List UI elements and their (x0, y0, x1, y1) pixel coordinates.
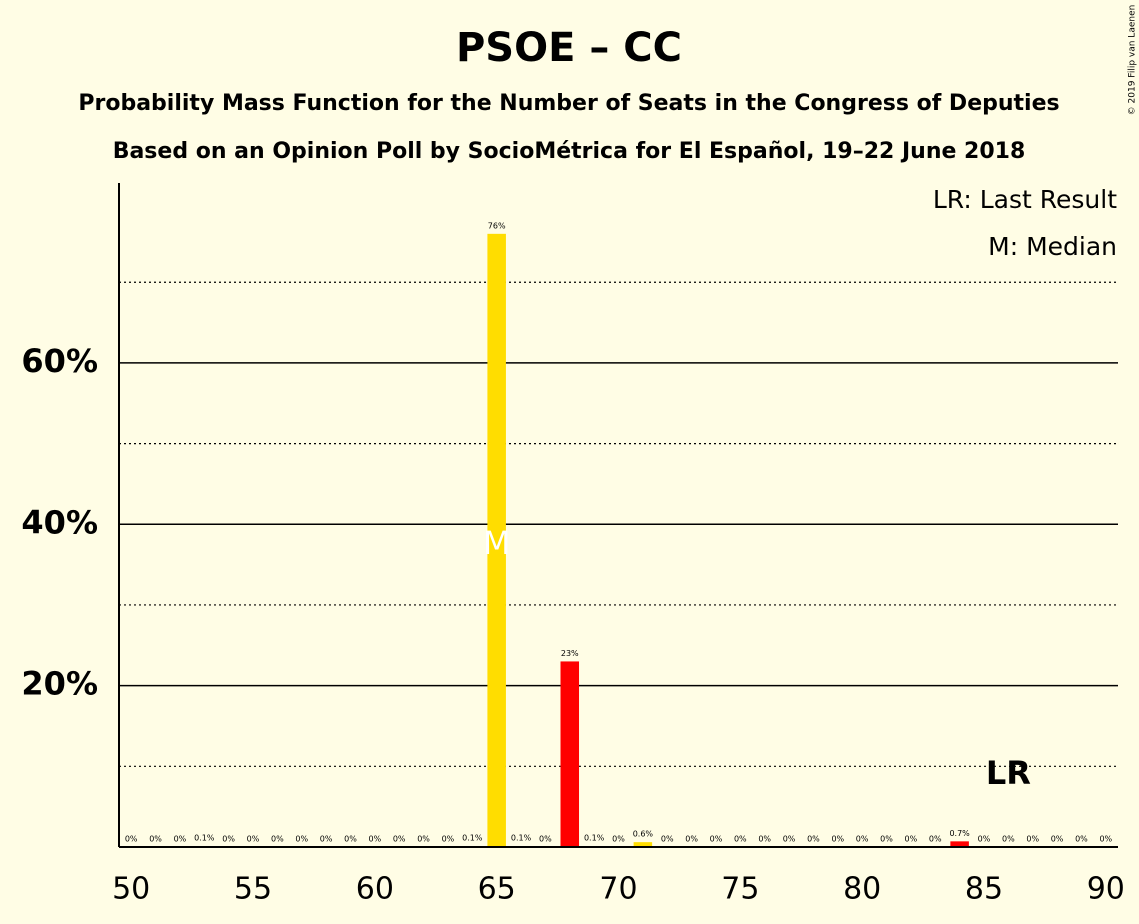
bar (633, 842, 653, 847)
value-label: 0% (685, 835, 698, 844)
x-tick-label: 80 (843, 872, 881, 907)
value-label: 0% (1075, 835, 1088, 844)
x-tick-label: 90 (1087, 872, 1125, 907)
value-label: 0% (880, 835, 893, 844)
value-label: 0% (856, 835, 869, 844)
chart-subtitle: Probability Mass Function for the Number… (78, 91, 1059, 116)
value-label: 0% (807, 835, 820, 844)
value-label: 0% (271, 835, 284, 844)
x-tick-label: 55 (234, 872, 272, 907)
value-label: 0% (758, 835, 771, 844)
x-tick-label: 70 (599, 872, 637, 907)
x-tick-label: 50 (112, 872, 150, 907)
chart-title: PSOE – CC (456, 25, 682, 71)
x-tick-label: 85 (965, 872, 1003, 907)
value-label: 0% (734, 835, 747, 844)
value-label: 0.1% (194, 834, 215, 843)
chart-subtitle: Based on an Opinion Poll by SocioMétrica… (113, 139, 1026, 164)
value-label: 0% (149, 835, 162, 844)
value-label: 0.7% (949, 829, 970, 838)
value-label: 0.1% (462, 834, 483, 843)
value-label: 76% (488, 221, 506, 230)
bar (560, 661, 580, 847)
value-label: 0% (831, 835, 844, 844)
median-marker: M (483, 524, 511, 562)
value-label: 0% (442, 835, 455, 844)
value-label: 0% (1051, 835, 1064, 844)
value-label: 0% (905, 835, 918, 844)
x-tick-label: 60 (356, 872, 394, 907)
value-label: 0% (344, 835, 357, 844)
last-result-marker: LR (986, 754, 1031, 792)
value-label: 0% (783, 835, 796, 844)
value-label: 0% (320, 835, 333, 844)
value-label: 0.1% (511, 834, 532, 843)
bar (487, 233, 506, 847)
value-label: 0% (417, 835, 430, 844)
value-label: 0% (295, 835, 308, 844)
value-label: 0% (125, 835, 138, 844)
value-label: 23% (561, 649, 579, 658)
y-tick-label: 40% (21, 503, 98, 541)
value-label: 0% (174, 835, 187, 844)
value-label: 0% (539, 835, 552, 844)
value-label: 0% (661, 835, 674, 844)
value-label: 0% (393, 835, 406, 844)
value-label: 0.6% (633, 830, 654, 839)
value-label: 0.1% (584, 834, 605, 843)
x-tick-label: 75 (721, 872, 759, 907)
legend-last-result: LR: Last Result (933, 185, 1117, 214)
value-label: 0% (929, 835, 942, 844)
y-tick-label: 60% (21, 342, 98, 380)
x-tick-label: 65 (478, 872, 516, 907)
value-label: 0% (247, 835, 260, 844)
y-tick-label: 20% (21, 665, 98, 703)
value-label: 0% (1026, 835, 1039, 844)
value-label: 0% (612, 835, 625, 844)
bar (950, 841, 969, 847)
value-label: 0% (222, 835, 235, 844)
value-label: 0% (1002, 835, 1015, 844)
value-label: 0% (1099, 835, 1112, 844)
copyright: © 2019 Filip van Laenen (1128, 5, 1138, 116)
value-label: 0% (368, 835, 381, 844)
value-label: 0% (978, 835, 991, 844)
legend-median: M: Median (988, 232, 1117, 261)
value-label: 0% (710, 835, 723, 844)
